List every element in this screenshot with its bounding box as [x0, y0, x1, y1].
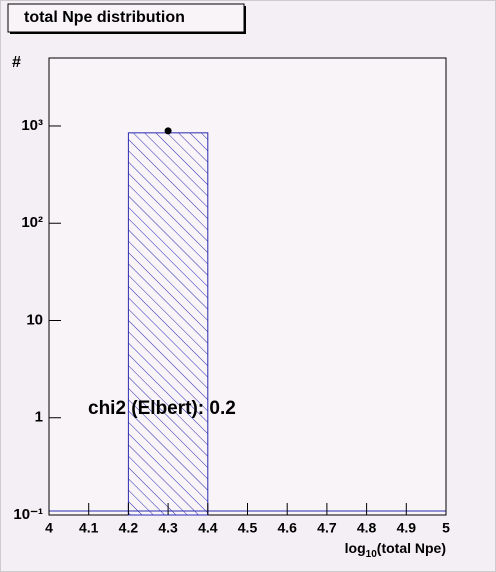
- x-label-sub: 10: [366, 549, 378, 560]
- x-tick-label: 4.5: [238, 520, 258, 536]
- y-axis-label: #: [12, 54, 21, 71]
- x-tick-label: 4.6: [277, 520, 297, 536]
- data-point: [164, 127, 172, 135]
- y-tick-label: 10³: [21, 117, 43, 134]
- x-tick-label: 5: [442, 520, 450, 536]
- x-tick-label: 4.7: [317, 520, 337, 536]
- y-tick-label: 10²: [21, 214, 43, 231]
- x-label-base: log: [345, 540, 366, 556]
- x-tick-label: 4.1: [79, 520, 99, 536]
- annotation: chi2 (Elbert): 0.2: [88, 398, 236, 419]
- x-label-rest: (total Npe): [377, 540, 446, 556]
- x-tick-label: 4.9: [397, 520, 417, 536]
- title-box: [7, 3, 245, 33]
- y-tick-label: 10: [26, 311, 43, 328]
- y-tick-label: 10⁻¹: [13, 506, 43, 523]
- x-tick-label: 4.2: [119, 520, 139, 536]
- x-tick-label: 4.3: [158, 520, 178, 536]
- bar: [127, 132, 209, 516]
- x-tick-label: 4.4: [198, 520, 218, 536]
- chart-title: total Npe distribution: [24, 9, 185, 26]
- x-tick-label: 4: [45, 520, 53, 536]
- frame: [48, 57, 447, 516]
- x-axis-label: log10(total Npe): [345, 540, 446, 560]
- x-tick-label: 4.8: [357, 520, 377, 536]
- y-tick-label: 1: [35, 409, 43, 426]
